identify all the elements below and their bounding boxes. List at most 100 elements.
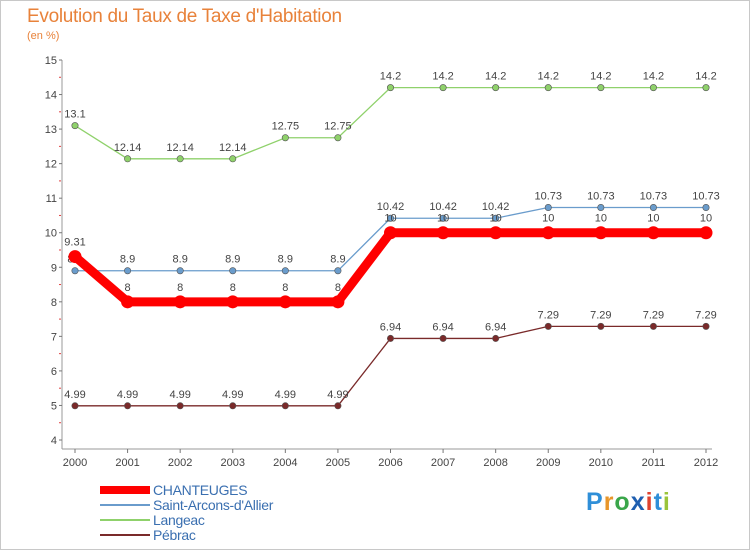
data-point xyxy=(281,267,289,275)
data-label: 6.94 xyxy=(380,321,401,333)
logo-letter: i xyxy=(645,488,654,516)
data-label: 14.2 xyxy=(538,71,559,83)
data-point xyxy=(173,295,187,309)
legend-label: Langeac xyxy=(153,512,205,528)
data-point xyxy=(384,226,397,240)
data-point xyxy=(439,334,447,342)
data-point xyxy=(541,226,555,240)
data-label: 7.29 xyxy=(590,309,611,321)
logo-letter: i xyxy=(662,488,671,516)
data-point xyxy=(492,214,500,222)
legend-swatch xyxy=(100,534,150,536)
y-tick-label: 6 xyxy=(51,366,57,378)
data-point xyxy=(702,204,710,212)
data-point xyxy=(124,267,132,275)
data-point xyxy=(124,402,132,410)
data-point xyxy=(649,204,657,212)
legend-label: Pébrac xyxy=(153,527,196,543)
data-label: 9.31 xyxy=(64,237,85,249)
data-label: 14.2 xyxy=(590,71,611,83)
y-tick-label: 7 xyxy=(51,331,57,343)
data-point xyxy=(68,250,82,264)
data-point xyxy=(597,204,605,212)
series-line xyxy=(72,228,706,307)
x-tick-label: 2010 xyxy=(589,457,613,469)
logo-letter: x xyxy=(630,488,646,516)
data-point xyxy=(702,322,710,330)
data-label: 12.14 xyxy=(114,142,142,154)
data-point xyxy=(544,322,552,330)
data-point xyxy=(176,267,184,275)
data-label: 10.73 xyxy=(640,191,668,203)
data-point xyxy=(492,84,500,92)
data-point xyxy=(124,155,132,163)
data-point xyxy=(71,402,79,410)
data-point xyxy=(544,204,552,212)
chart-subtitle: (en %) xyxy=(27,30,60,42)
data-label: 10 xyxy=(647,213,659,225)
data-point xyxy=(544,84,552,92)
data-point xyxy=(439,84,447,92)
data-label: 4.99 xyxy=(169,389,190,401)
data-point xyxy=(176,402,184,410)
data-label: 6.94 xyxy=(485,321,506,333)
y-tick-label: 9 xyxy=(51,262,57,274)
data-point xyxy=(439,214,447,222)
legend-label: CHANTEUGES xyxy=(153,482,248,498)
data-label: 10 xyxy=(490,213,502,225)
data-point xyxy=(281,402,289,410)
proxiti-logo: Proxiti xyxy=(586,488,671,517)
data-point xyxy=(702,84,710,92)
data-point xyxy=(436,226,450,240)
data-point xyxy=(649,84,657,92)
data-label: 14.2 xyxy=(643,71,664,83)
data-label: 10 xyxy=(437,213,449,225)
x-tick-label: 2004 xyxy=(273,457,297,469)
data-label: 12.75 xyxy=(324,121,352,133)
logo-letter: t xyxy=(653,488,663,516)
data-label: 10 xyxy=(700,213,712,225)
chart-title: Evolution du Taux de Taxe d'Habitation xyxy=(27,6,342,27)
y-tick-label: 10 xyxy=(45,228,57,240)
x-tick-label: 2011 xyxy=(642,457,666,469)
x-tick-label: 2005 xyxy=(326,457,350,469)
data-label: 12.75 xyxy=(272,121,300,133)
data-label: 8.9 xyxy=(330,254,345,266)
data-point xyxy=(646,226,660,240)
y-tick-label: 8 xyxy=(51,297,57,309)
y-tick-label: 4 xyxy=(51,435,57,447)
data-label: 12.14 xyxy=(219,142,247,154)
data-point xyxy=(229,267,237,275)
data-label: 4.99 xyxy=(117,389,138,401)
data-point xyxy=(334,134,342,142)
data-label: 14.2 xyxy=(485,71,506,83)
y-tick-label: 11 xyxy=(46,193,57,205)
data-label: 10.42 xyxy=(482,201,510,213)
legend-swatch xyxy=(100,519,150,521)
x-tick-label: 2008 xyxy=(483,457,507,469)
x-tick-label: 2003 xyxy=(221,457,245,469)
y-tick-label: 12 xyxy=(45,159,57,171)
data-label: 13.1 xyxy=(64,109,85,121)
x-tick-label: 2009 xyxy=(536,457,560,469)
data-label: 8 xyxy=(177,282,183,294)
x-tick-label: 2006 xyxy=(378,457,402,469)
data-label: 8.9 xyxy=(120,254,135,266)
data-label: 7.29 xyxy=(643,309,664,321)
data-point xyxy=(386,334,394,342)
y-tick-label: 14 xyxy=(45,90,57,102)
data-label: 8 xyxy=(230,282,236,294)
data-label: 10.73 xyxy=(587,191,615,203)
data-point xyxy=(334,267,342,275)
data-point xyxy=(597,322,605,330)
data-label: 8 xyxy=(125,282,131,294)
logo-letter: o xyxy=(614,488,631,516)
data-label: 8.9 xyxy=(225,254,240,266)
x-tick-label: 2002 xyxy=(168,457,192,469)
data-point xyxy=(331,295,345,309)
data-point xyxy=(229,155,237,163)
data-point xyxy=(334,402,342,410)
data-point xyxy=(71,267,79,275)
